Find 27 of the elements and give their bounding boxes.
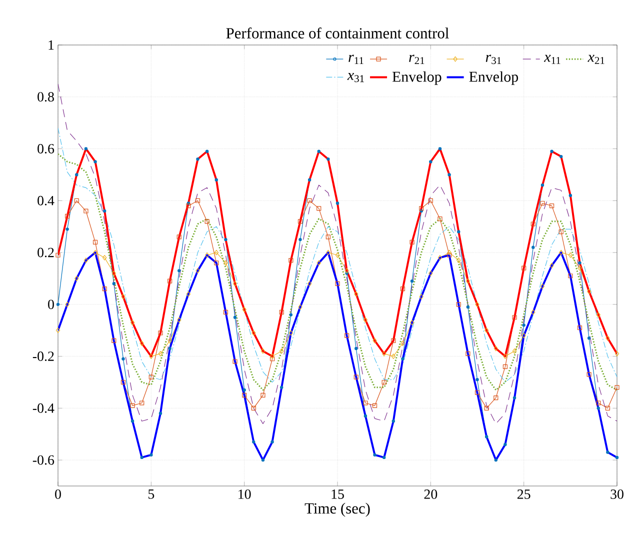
x-tick-label: 20 bbox=[424, 490, 438, 499]
y-tick-label: -0.6 bbox=[32, 455, 54, 465]
line-series bbox=[58, 148, 618, 358]
legend-label: Envelop bbox=[469, 71, 518, 85]
x-tick-label: 10 bbox=[238, 490, 251, 499]
y-tick-label: -0.4 bbox=[32, 403, 54, 413]
y-tick-label: -0.2 bbox=[32, 352, 54, 362]
x-axis-title: Time (sec) bbox=[304, 502, 370, 517]
y-tick-label: 0.4 bbox=[38, 196, 54, 206]
y-tick-label: 0 bbox=[48, 300, 54, 310]
y-tick-label: 0.6 bbox=[38, 144, 54, 154]
x-tick-label: 25 bbox=[517, 490, 530, 499]
y-tick-label: 0.8 bbox=[38, 92, 54, 102]
legend-label: r$_{31}$ bbox=[486, 54, 501, 64]
x-tick-label: 30 bbox=[610, 490, 624, 499]
legend-label: r$_{21}$ bbox=[409, 54, 424, 64]
y-tick-label: 0.2 bbox=[38, 248, 54, 258]
legend-label: x$_{21}$ bbox=[588, 54, 604, 64]
x-tick-label: 5 bbox=[148, 490, 154, 499]
legend-label: r$_{11}$ bbox=[348, 54, 364, 64]
legend-label: x$_{11}$ bbox=[544, 54, 560, 64]
x-tick-label: 15 bbox=[332, 490, 344, 499]
x-tick-label: 0 bbox=[55, 490, 61, 499]
legend-label: Envelop bbox=[392, 71, 442, 85]
legend-label: x$_{31}$ bbox=[347, 73, 364, 82]
y-tick-label: 1 bbox=[48, 40, 54, 50]
chart-title: Performance of containment control bbox=[226, 27, 449, 38]
